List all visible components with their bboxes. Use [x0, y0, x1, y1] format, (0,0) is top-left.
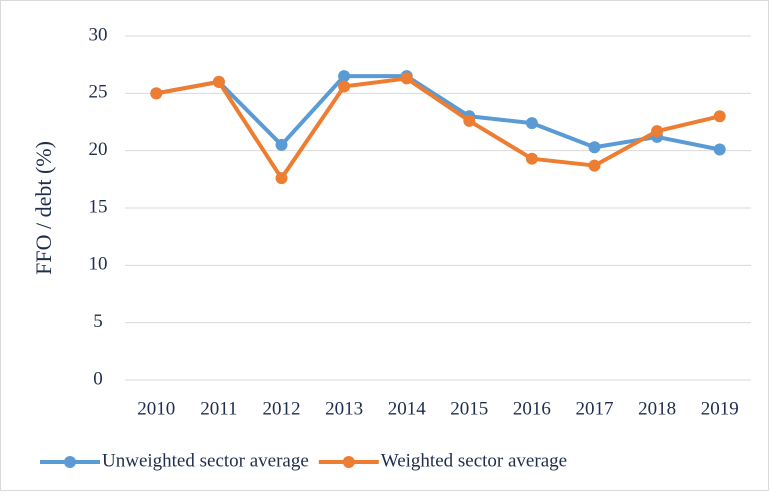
- legend-label: Weighted sector average: [381, 450, 567, 471]
- y-tick-label: 20: [89, 139, 108, 160]
- data-point: [275, 172, 288, 185]
- y-tick-label: 25: [89, 82, 108, 103]
- y-axis-title: FFO / debt (%): [31, 141, 56, 275]
- x-tick-label: 2019: [701, 398, 739, 419]
- legend-marker: [64, 456, 76, 468]
- data-point: [713, 110, 726, 123]
- data-point: [588, 141, 601, 154]
- x-tick-label: 2010: [137, 398, 175, 419]
- data-point: [150, 87, 163, 100]
- legend-marker: [342, 456, 355, 468]
- y-tick-label: 5: [93, 311, 103, 332]
- x-tick-label: 2013: [325, 398, 363, 419]
- x-tick-label: 2012: [263, 398, 301, 419]
- data-point: [338, 70, 351, 83]
- x-tick-label: 2011: [200, 398, 237, 419]
- data-point: [588, 159, 601, 172]
- data-point: [400, 72, 413, 85]
- data-point: [651, 125, 664, 138]
- y-tick-label: 30: [89, 24, 108, 45]
- data-point: [525, 117, 538, 130]
- data-point: [713, 143, 726, 156]
- data-point: [463, 114, 476, 127]
- data-point: [338, 80, 351, 93]
- x-tick-label: 2018: [638, 398, 676, 419]
- series-line: [155, 74, 721, 152]
- data-point: [212, 75, 225, 88]
- series-line: [155, 76, 721, 181]
- x-tick-label: 2015: [450, 398, 488, 419]
- y-tick-label: 15: [89, 196, 108, 217]
- x-tick-label: 2014: [388, 398, 427, 419]
- y-tick-label: 0: [93, 368, 103, 389]
- data-point: [525, 152, 538, 165]
- x-tick-label: 2016: [513, 398, 551, 419]
- y-tick-label: 10: [89, 254, 108, 275]
- legend-label: Unweighted sector average: [102, 450, 309, 471]
- data-point: [275, 138, 288, 151]
- x-tick-label: 2017: [576, 398, 614, 419]
